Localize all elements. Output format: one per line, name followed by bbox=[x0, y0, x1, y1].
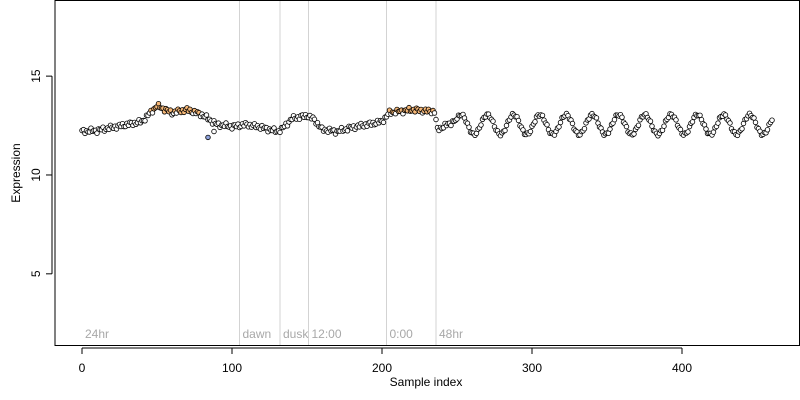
data-point bbox=[673, 117, 679, 123]
x-tick-label: 0 bbox=[79, 361, 86, 375]
data-point bbox=[544, 121, 550, 128]
data-point bbox=[557, 119, 564, 126]
x-tick-label: 100 bbox=[222, 361, 242, 375]
data-point bbox=[727, 120, 733, 126]
data-point bbox=[515, 117, 522, 124]
data-point bbox=[490, 118, 496, 124]
data-point bbox=[478, 122, 484, 128]
y-axis: 5 10 15 bbox=[29, 69, 53, 277]
data-point bbox=[689, 119, 696, 125]
plot-frame bbox=[54, 0, 800, 346]
data-point bbox=[685, 129, 691, 135]
data-point bbox=[623, 123, 630, 130]
data-point bbox=[649, 123, 655, 129]
data-point bbox=[710, 129, 717, 135]
data-point bbox=[677, 126, 684, 133]
phase-label: 24hr bbox=[85, 327, 109, 341]
phase-lines bbox=[239, 1, 437, 345]
data-points bbox=[79, 100, 775, 141]
data-point bbox=[203, 112, 210, 118]
data-point bbox=[569, 120, 576, 127]
y-axis-label: Expression bbox=[9, 143, 23, 202]
data-point bbox=[764, 127, 771, 133]
data-point bbox=[619, 114, 625, 120]
data-point bbox=[631, 131, 637, 137]
data-point bbox=[581, 125, 588, 132]
phase-label: 12:00 bbox=[312, 327, 342, 341]
data-point bbox=[503, 122, 510, 129]
data-point bbox=[211, 128, 217, 135]
data-point bbox=[661, 123, 667, 129]
data-point bbox=[697, 112, 703, 118]
y-tick-label: 15 bbox=[29, 69, 43, 83]
x-tick-label: 300 bbox=[522, 361, 542, 375]
data-point bbox=[739, 126, 745, 132]
data-point bbox=[527, 128, 534, 135]
data-point bbox=[751, 115, 757, 121]
data-point bbox=[502, 127, 508, 134]
data-point bbox=[532, 119, 538, 125]
y-tick-label: 10 bbox=[29, 168, 43, 182]
data-point bbox=[380, 119, 387, 126]
data-point bbox=[635, 122, 642, 128]
data-point bbox=[769, 117, 775, 123]
data-point bbox=[431, 110, 438, 116]
data-point bbox=[607, 126, 613, 132]
data-point bbox=[593, 115, 600, 121]
x-axis-label: Sample index bbox=[390, 375, 463, 389]
x-tick-label: 400 bbox=[672, 361, 692, 375]
phase-label: dawn bbox=[243, 327, 272, 341]
data-point bbox=[715, 120, 721, 126]
phase-labels: 24hr dawn dusk 12:00 0:00 48hr bbox=[85, 327, 463, 341]
x-tick-label: 200 bbox=[372, 361, 392, 375]
y-tick-label: 5 bbox=[29, 270, 43, 277]
phase-label: dusk bbox=[283, 327, 309, 341]
data-point bbox=[539, 112, 546, 119]
data-point bbox=[142, 118, 148, 124]
data-point bbox=[611, 116, 618, 123]
data-point bbox=[703, 126, 709, 132]
data-point bbox=[647, 118, 654, 124]
data-point bbox=[448, 122, 454, 129]
data-point bbox=[520, 127, 526, 133]
data-point bbox=[466, 124, 472, 130]
data-point bbox=[433, 116, 439, 123]
data-point bbox=[556, 124, 562, 130]
phase-label: 0:00 bbox=[390, 327, 414, 341]
x-axis: 0 100 200 300 400 bbox=[79, 347, 692, 375]
data-point bbox=[277, 129, 283, 136]
data-point bbox=[205, 134, 211, 141]
data-point bbox=[752, 119, 759, 126]
data-point bbox=[311, 116, 318, 122]
phase-label: 48hr bbox=[439, 327, 463, 341]
